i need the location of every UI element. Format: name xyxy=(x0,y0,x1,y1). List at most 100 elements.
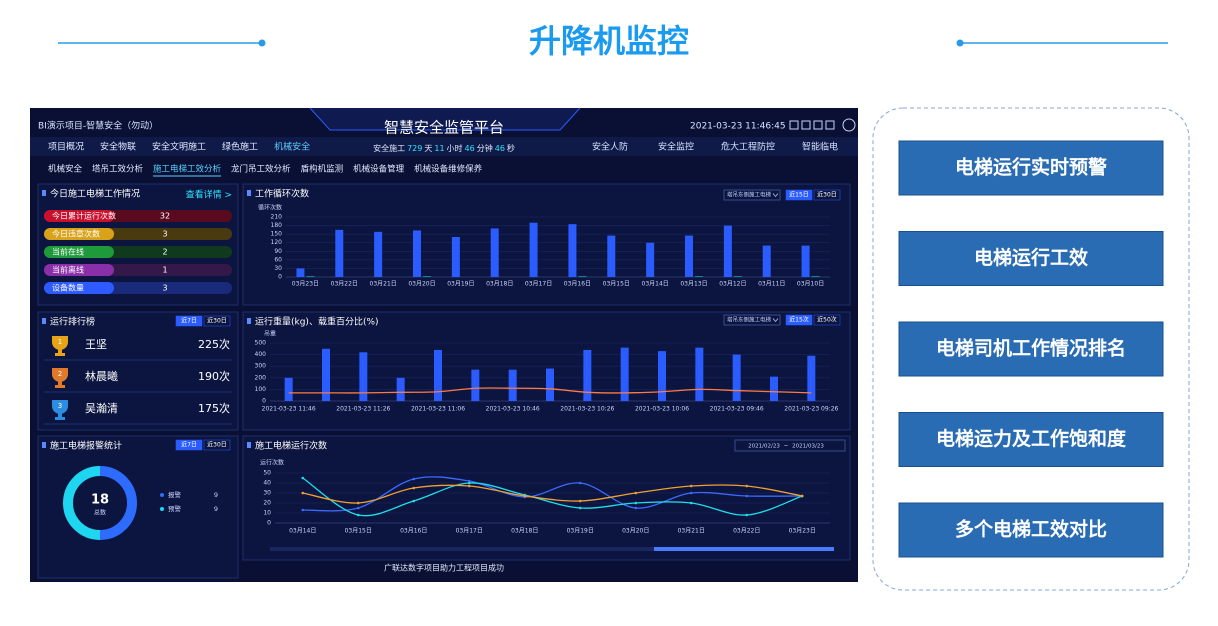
tab[interactable] xyxy=(175,315,203,327)
line-point xyxy=(467,484,471,488)
status-pill xyxy=(44,282,114,294)
tab-label: 近30日 xyxy=(817,191,837,199)
nav-item[interactable]: 安全人防 xyxy=(592,141,628,153)
nav-item[interactable]: 绿色施工 xyxy=(222,141,258,153)
project-name: BI演示项目-智慧安全（勿动） xyxy=(38,120,158,132)
line-point xyxy=(301,476,305,480)
panel-title: 施工电梯运行次数 xyxy=(255,440,327,452)
status-value: 3 xyxy=(162,230,167,239)
x-tick-label: 03月18日 xyxy=(486,281,513,288)
header-icon xyxy=(789,120,799,130)
bar xyxy=(322,348,330,401)
y-tick-label: 400 xyxy=(255,351,267,358)
status-value: 1 xyxy=(162,266,167,275)
date-sep: ~ xyxy=(784,444,789,450)
x-tick-label: 03月23日 xyxy=(789,528,816,535)
feature-button xyxy=(898,502,1164,558)
tab[interactable] xyxy=(203,439,231,451)
nav-item[interactable]: 危大工程防控 xyxy=(721,141,775,153)
safety-part: 秒 xyxy=(507,143,515,153)
y-tick-label: 30 xyxy=(274,265,282,272)
dropdown-label: 塔吊东侧施工电梯 xyxy=(727,191,772,199)
tab[interactable] xyxy=(175,439,203,451)
bar xyxy=(762,245,771,277)
tab[interactable] xyxy=(813,314,841,326)
panel-title: 施工电梯报警统计 xyxy=(50,440,122,452)
detail-link[interactable]: 查看详情 > xyxy=(186,189,232,201)
x-tick-label: 03月23日 xyxy=(292,281,319,288)
feature-label: 电梯司机工作情况排名 xyxy=(936,337,1126,360)
rank-number: 2 xyxy=(58,370,62,378)
nav-item[interactable]: 项目概况 xyxy=(48,141,84,153)
x-tick-label: 03月14日 xyxy=(642,281,669,288)
alarm-total: 18 xyxy=(91,493,109,508)
y-tick-label: 90 xyxy=(274,248,282,255)
status-pill xyxy=(44,246,114,258)
platform-title: 智慧安全监管平台 xyxy=(384,119,504,137)
feature-label: 多个电梯工效对比 xyxy=(955,518,1107,541)
status-pill xyxy=(44,210,114,222)
driver-name: 吴瀚清 xyxy=(85,401,118,415)
nav-item[interactable]: 安全文明施工 xyxy=(152,141,206,153)
panel-icon xyxy=(247,190,251,196)
x-tick-label: 03月19日 xyxy=(447,281,474,288)
nav-item[interactable]: 安全监控 xyxy=(658,141,694,153)
subnav-item[interactable]: 龙门吊工效分析 xyxy=(231,164,291,175)
subnav-item[interactable]: 机械安全 xyxy=(48,164,83,175)
line-point xyxy=(356,513,360,517)
x-tick-label: 03月22日 xyxy=(331,281,358,288)
donut-segment xyxy=(99,466,137,540)
y-tick-label: 0 xyxy=(262,398,266,405)
rank-number: 3 xyxy=(58,402,62,410)
x-tick-label: 2021-03-23 10:06 xyxy=(635,406,689,413)
line-point xyxy=(356,506,360,510)
bar xyxy=(490,228,499,277)
bar xyxy=(451,237,460,277)
feature-button xyxy=(898,412,1164,467)
tab[interactable] xyxy=(203,315,231,327)
tab[interactable] xyxy=(785,314,813,326)
tab-label: 近15日 xyxy=(789,191,809,199)
bar xyxy=(529,222,538,277)
panel-icon xyxy=(247,442,251,448)
x-tick-label: 03月19日 xyxy=(567,528,594,535)
dropdown[interactable] xyxy=(723,314,781,326)
dropdown[interactable] xyxy=(723,189,781,201)
y-tick-label: 10 xyxy=(263,510,271,517)
subnav-item[interactable]: 机械设备维修保养 xyxy=(414,164,483,175)
nav-item[interactable]: 机械安全 xyxy=(274,141,310,153)
bar xyxy=(359,352,368,401)
safety-part: 小时 xyxy=(447,143,463,153)
run-count: 175次 xyxy=(198,401,230,415)
line-point xyxy=(634,501,638,505)
line xyxy=(302,484,803,504)
scroll-thumb[interactable] xyxy=(654,547,834,551)
x-tick-label: 03月11日 xyxy=(758,281,785,288)
line-point xyxy=(301,491,305,495)
bar xyxy=(801,245,810,277)
safety-part: 729 xyxy=(407,144,422,153)
x-tick-label: 03月22日 xyxy=(733,528,760,535)
line-point xyxy=(412,499,416,503)
y-tick-label: 40 xyxy=(263,480,271,487)
subnav-item[interactable]: 盾构机监测 xyxy=(301,164,344,175)
tab[interactable] xyxy=(813,189,841,201)
line-point xyxy=(689,501,693,505)
nav-item[interactable]: 智能临电 xyxy=(802,141,838,153)
bar xyxy=(335,229,344,277)
status-value: 32 xyxy=(160,212,170,221)
y-tick-label: 100 xyxy=(255,386,267,393)
subnav-item[interactable]: 机械设备管理 xyxy=(353,164,405,175)
line-point xyxy=(689,491,693,495)
line-point xyxy=(745,513,749,517)
line-point xyxy=(467,479,471,483)
nav-item[interactable]: 安全物联 xyxy=(100,141,136,153)
subnav-item[interactable]: 施工电梯工效分析 xyxy=(153,164,222,175)
subnav-item[interactable]: 塔吊工效分析 xyxy=(92,164,144,175)
line-point xyxy=(523,494,527,498)
line-point xyxy=(634,491,638,495)
tab[interactable] xyxy=(785,189,813,201)
panel xyxy=(37,311,239,431)
x-tick-label: 03月20日 xyxy=(408,281,435,288)
legend-name: 预警 xyxy=(168,504,182,513)
